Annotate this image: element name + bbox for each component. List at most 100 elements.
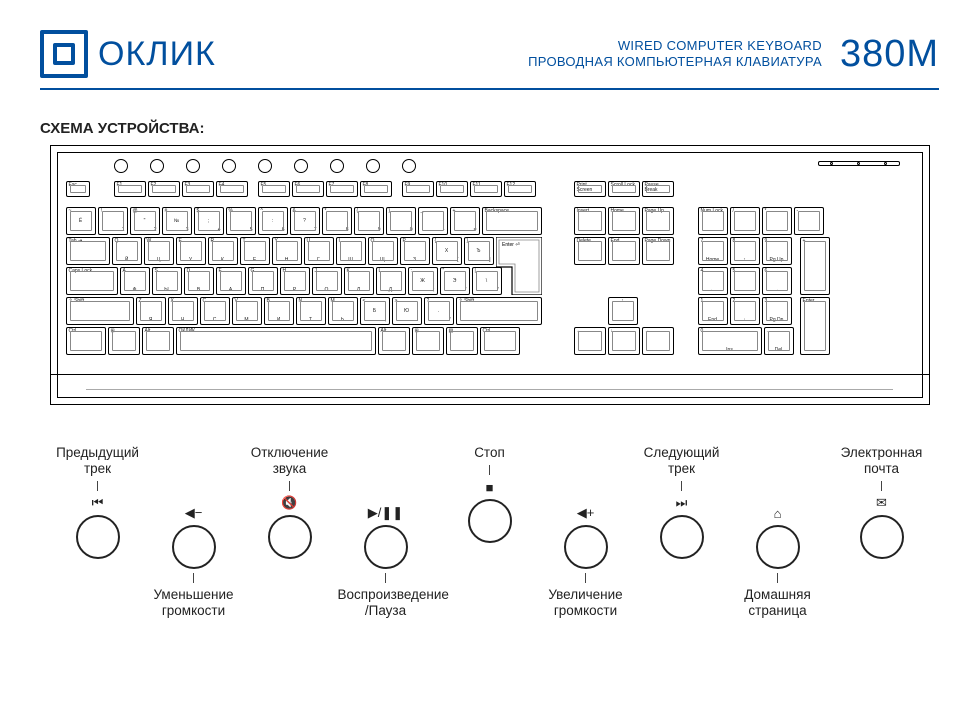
legend-icon: ■ (442, 479, 538, 495)
key-arrow-0: ← (574, 327, 606, 355)
legend-icon: ◀− (146, 505, 242, 521)
key-fn-3: F4 (216, 181, 248, 197)
legend-label: Домашняястраница (730, 587, 826, 619)
tick-icon (681, 481, 682, 491)
key-num2-1: 8↑ (730, 237, 760, 265)
media-key-8 (402, 159, 416, 173)
key-r4-4: BИ (264, 297, 294, 325)
row5-arrows: ←↓→ (574, 327, 674, 355)
tick-icon (777, 573, 778, 583)
key-r1-9: (9 (354, 207, 384, 235)
row2-nav: DeleteEndPage Down (574, 237, 674, 265)
key-shift-left: ⇧ Shift (66, 297, 134, 325)
key-num1-0: Num Lock (698, 207, 728, 235)
legend-col-2: Отключениезвука 🔇 (242, 445, 338, 563)
key-r3-2: DВ (184, 267, 214, 295)
key-fn-3: F8 (360, 181, 392, 197)
key-r5-5: ⊞ (412, 327, 444, 355)
media-key-6 (330, 159, 344, 173)
key-r5-0: Ctrl (66, 327, 106, 355)
key-nav1-0: Insert (574, 207, 606, 235)
key-arrow-1: ↓ (608, 327, 640, 355)
media-key-3 (222, 159, 236, 173)
key-fn-1: F10 (436, 181, 468, 197)
key-arrow-up: ↑ (608, 297, 638, 325)
key-nav2-0: Delete (574, 237, 606, 265)
key-r3-6: JО (312, 267, 342, 295)
legend-button-icon (756, 525, 800, 569)
key-num1-2: * (762, 207, 792, 235)
row1-nav: InsertHomePage Up (574, 207, 674, 235)
key-shift-right: ⇧ Shift (456, 297, 542, 325)
legend-label: Следующийтрек (634, 445, 730, 477)
key-tab: Tab ⇥ (66, 237, 110, 265)
legend-col-5: ◀+ Увеличениегромкости (538, 505, 634, 619)
tick-icon (97, 481, 98, 491)
tick-icon (585, 573, 586, 583)
key-fn-0: F1 (114, 181, 146, 197)
key-fn-3: F12 (504, 181, 536, 197)
legend-label: Стоп (442, 445, 538, 461)
legend-icon: 🔇 (242, 495, 338, 511)
media-key-0 (114, 159, 128, 173)
key-r5-4: Alt (378, 327, 410, 355)
key-r2-4: TЕ (240, 237, 270, 265)
key-fn-1: F2 (148, 181, 180, 197)
fn-group-2: F5F6F7F8 (258, 181, 392, 197)
key-r1-4: $;4 (194, 207, 224, 235)
tick-icon (489, 465, 490, 475)
key-backspace: Backspace (482, 207, 542, 235)
key-r4-6: MЬ (328, 297, 358, 325)
key-sys-0: Print Screen (574, 181, 606, 197)
keyboard-diagram: Esc F1F2F3F4 F5F6F7F8 F9F10F11F12 Print … (50, 145, 930, 405)
media-key-7 (366, 159, 380, 173)
tick-icon (289, 481, 290, 491)
key-r4-2: CС (200, 297, 230, 325)
key-r2-5: YН (272, 237, 302, 265)
key-r1-3: #№3 (162, 207, 192, 235)
legend-button-icon (468, 499, 512, 543)
subtitle-en: WIRED COMPUTER KEYBOARD (528, 38, 822, 54)
key-r1-11: _- (418, 207, 448, 235)
key-nav1-2: Page Up (642, 207, 674, 235)
media-key-2 (186, 159, 200, 173)
key-r2-10: {Х[ (432, 237, 462, 265)
key-num1-3: - (794, 207, 824, 235)
legend-button-icon (660, 515, 704, 559)
tick-icon (385, 573, 386, 583)
header-subtitle: WIRED COMPUTER KEYBOARD ПРОВОДНАЯ КОМПЬЮ… (528, 38, 822, 71)
key-r2-3: RК (208, 237, 238, 265)
key-r2-6: UГ (304, 237, 334, 265)
legend-col-6: Следующийтрек⏭ (634, 445, 730, 563)
key-r3-5: HР (280, 267, 310, 295)
key-r4-8: >Ю. (392, 297, 422, 325)
legend-label: Увеличениегромкости (538, 587, 634, 619)
media-keys-row (114, 159, 436, 173)
legend-label: Уменьшениегромкости (146, 587, 242, 619)
legend-icon: ◀+ (538, 505, 634, 521)
media-key-5 (294, 159, 308, 173)
key-numdot: .Del (764, 327, 794, 355)
keyboard-inner: Esc F1F2F3F4 F5F6F7F8 F9F10F11F12 Print … (57, 152, 923, 398)
header-rule (40, 88, 939, 90)
legend-icon: ✉ (834, 495, 930, 511)
legend-label: Предыдущийтрек (50, 445, 146, 477)
legend-icon: ⏮ (50, 495, 146, 511)
legend-label: Отключениезвука (242, 445, 338, 477)
section-title: СХЕМА УСТРОЙСТВА: (40, 120, 939, 137)
key-r3-8: LД (376, 267, 406, 295)
key-sys-2: Pause Break (642, 181, 674, 197)
key-r2-8: OЩ (368, 237, 398, 265)
tick-icon (881, 481, 882, 491)
key-r3-3: FА (216, 267, 246, 295)
svg-text:Enter ⏎: Enter ⏎ (502, 242, 520, 248)
row2-main: QЙWЦEУRКTЕYНUГIШOЩPЗ{Х[}Ъ] (112, 237, 494, 265)
legend-icon: ⌂ (730, 505, 826, 521)
palm-rest (51, 374, 929, 404)
key-r1-8: *8 (322, 207, 352, 235)
key-sys-1: Scroll Lock (608, 181, 640, 197)
key-num2-2: 9Pg Up (762, 237, 792, 265)
key-esc: Esc (66, 181, 90, 197)
legend-label: Воспроизведение/Пауза (338, 587, 434, 619)
row5-main: Ctrl⊞AltОКЛИКAlt⊞▤Ctrl (66, 327, 520, 355)
